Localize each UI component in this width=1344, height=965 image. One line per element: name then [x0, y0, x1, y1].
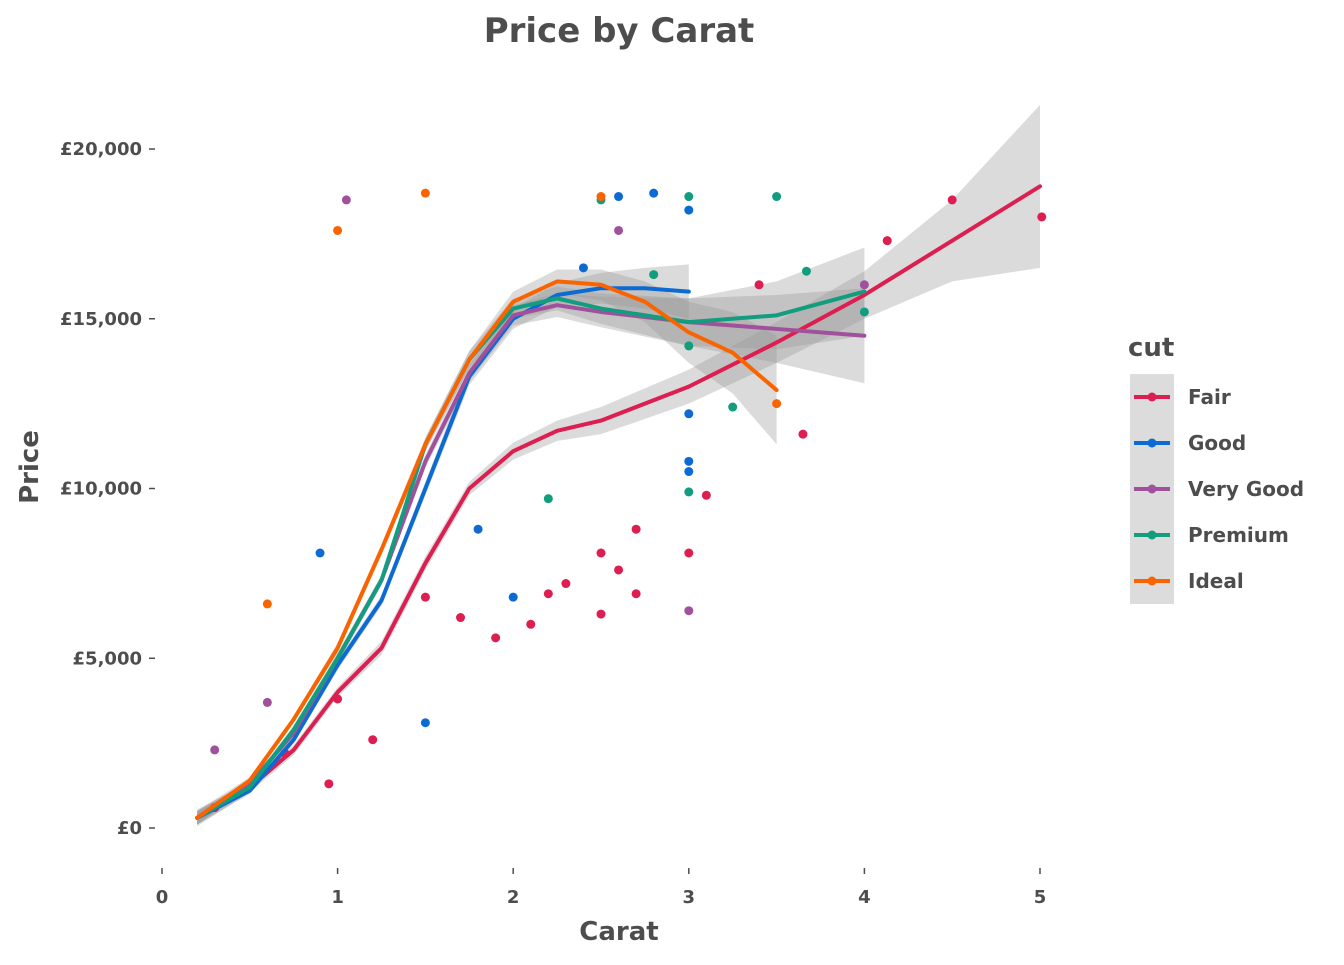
legend-label-2: Very Good: [1188, 477, 1304, 501]
point-1-3: [508, 592, 518, 602]
legend-key-point-0: [1147, 392, 1157, 402]
point-0-17: [701, 490, 711, 500]
point-2-4: [684, 606, 694, 616]
y-tick-label-0: £0: [117, 818, 142, 839]
point-4-4: [772, 399, 782, 409]
point-2-5: [859, 280, 869, 290]
point-0-8: [526, 619, 536, 629]
legend-label-1: Good: [1188, 431, 1246, 455]
point-1-2: [473, 524, 483, 534]
point-2-3: [614, 225, 624, 235]
chart-title: Price by Carat: [484, 11, 755, 51]
point-0-22: [1037, 212, 1047, 222]
point-0-14: [631, 589, 641, 599]
point-2-2: [341, 195, 351, 205]
legend-key-point-1: [1147, 438, 1157, 448]
point-3-0: [543, 494, 553, 504]
y-tick-label-3: £15,000: [60, 309, 142, 330]
point-3-4: [684, 341, 694, 351]
legend-key-point-2: [1147, 484, 1157, 494]
point-3-8: [801, 266, 811, 276]
point-0-20: [882, 236, 892, 246]
point-1-10: [684, 467, 694, 477]
x-tick-label-3: 3: [683, 887, 696, 908]
point-1-0: [315, 548, 325, 558]
point-0-12: [596, 548, 606, 558]
point-3-7: [772, 192, 782, 202]
point-0-2: [324, 779, 334, 789]
point-4-0: [262, 599, 272, 609]
point-0-21: [947, 195, 957, 205]
point-2-0: [210, 745, 220, 755]
legend-key-point-4: [1147, 576, 1157, 586]
point-1-8: [684, 409, 694, 419]
point-4-3: [596, 192, 606, 202]
x-tick-label-0: 0: [156, 887, 169, 908]
point-0-9: [543, 589, 553, 599]
point-1-4: [578, 263, 588, 273]
point-1-1: [420, 718, 430, 728]
point-1-6: [649, 188, 659, 198]
legend-key-point-3: [1147, 530, 1157, 540]
ribbon-1: [197, 264, 689, 825]
point-3-6: [728, 402, 738, 412]
legend-label-0: Fair: [1188, 385, 1231, 409]
x-axis-title: Carat: [579, 917, 658, 947]
point-4-1: [333, 225, 343, 235]
axes: 0 1 2 3 4 5 £0 £5,000 £10,000 £15,000 £20,000: [60, 139, 1046, 908]
legend-label-4: Ideal: [1188, 569, 1244, 593]
ribbon-0: [197, 104, 1040, 827]
point-0-18: [754, 280, 764, 290]
point-3-2: [649, 270, 659, 280]
point-0-7: [491, 633, 501, 643]
x-tick-label-2: 2: [507, 887, 520, 908]
point-0-4: [368, 735, 378, 745]
legend-title: cut: [1128, 333, 1174, 363]
y-tick-label-1: £5,000: [73, 648, 142, 669]
point-0-10: [561, 579, 571, 589]
smooth-line-0: [195, 184, 1042, 820]
y-tick-label-2: £10,000: [60, 479, 142, 500]
smooth-line-4: [195, 279, 779, 820]
point-1-7: [684, 205, 694, 215]
point-0-13: [614, 565, 624, 575]
point-3-3: [684, 192, 694, 202]
legend: cut Fair Good Very Good Premium Ideal: [1128, 333, 1304, 604]
point-1-9: [684, 456, 694, 466]
y-tick-label-4: £20,000: [60, 139, 142, 160]
point-2-1: [262, 697, 272, 707]
x-tick-label-1: 1: [331, 887, 344, 908]
point-0-5: [420, 592, 430, 602]
point-0-16: [684, 548, 694, 558]
point-3-5: [684, 487, 694, 497]
point-0-15: [631, 524, 641, 534]
legend-label-3: Premium: [1188, 523, 1289, 547]
point-3-9: [859, 307, 869, 317]
point-0-19: [798, 429, 808, 439]
point-0-6: [456, 613, 466, 623]
x-tick-label-4: 4: [858, 887, 871, 908]
smooth-line-1: [195, 286, 691, 820]
point-0-11: [596, 609, 606, 619]
point-1-5: [614, 192, 624, 202]
plot-area: [195, 104, 1047, 827]
y-axis-title: Price: [15, 430, 45, 504]
point-4-2: [420, 188, 430, 198]
x-tick-label-5: 5: [1034, 887, 1047, 908]
